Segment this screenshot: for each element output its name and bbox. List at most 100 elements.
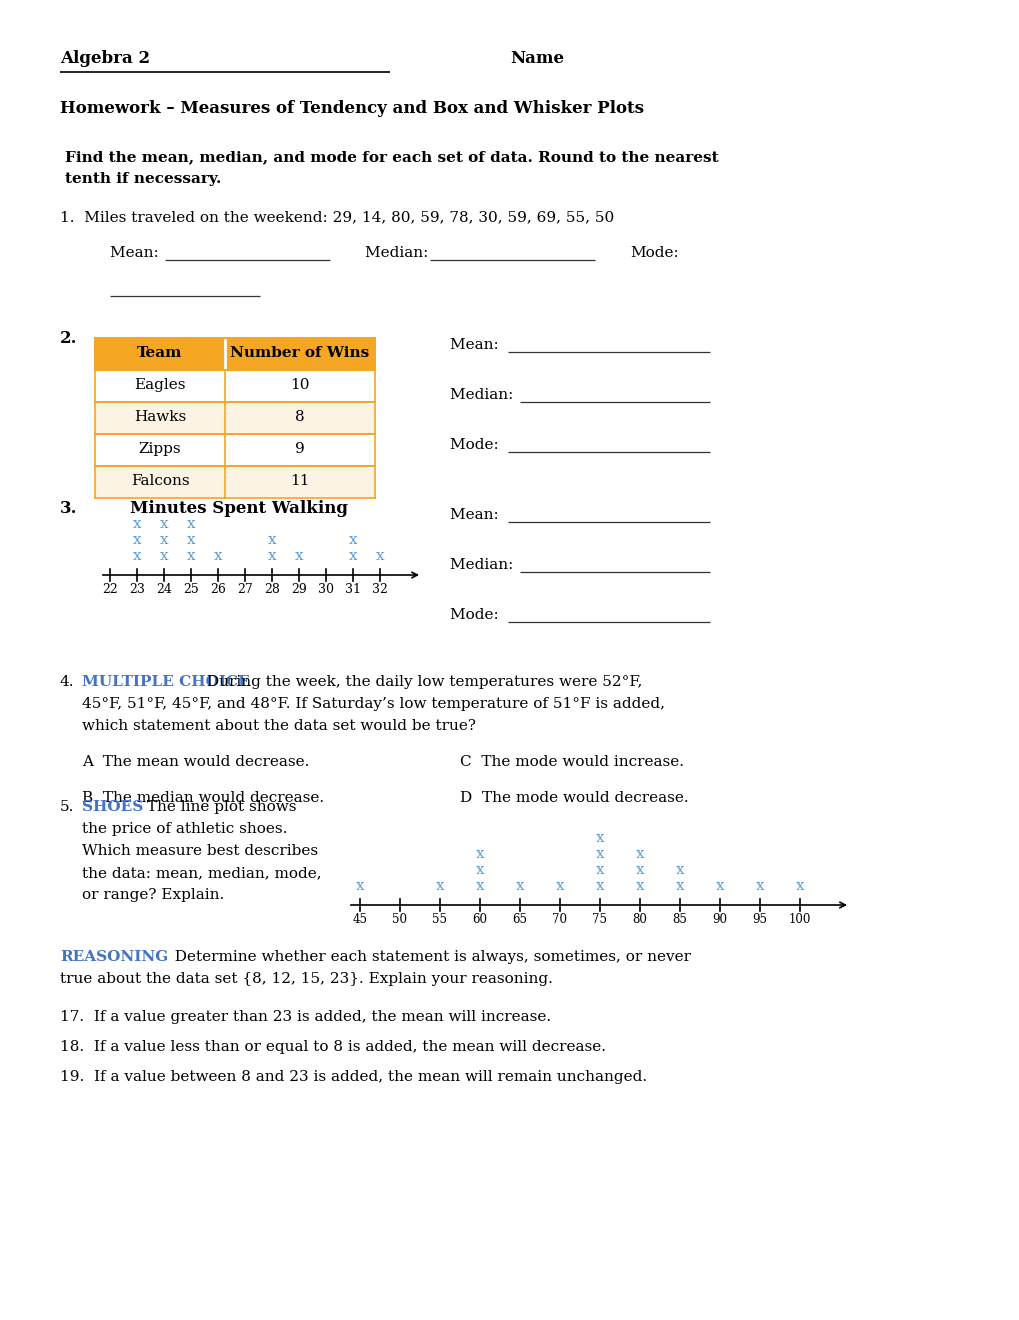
Text: Falcons: Falcons [130,474,190,488]
Text: x: x [132,517,142,531]
Text: x: x [186,533,195,546]
Text: x: x [375,549,384,564]
Text: x: x [635,879,644,894]
Text: 90: 90 [712,913,727,927]
Text: Determine whether each statement is always, sometimes, or never: Determine whether each statement is alwa… [165,950,690,964]
Text: x: x [595,863,603,876]
Text: 95: 95 [752,913,766,927]
Text: x: x [595,879,603,894]
Text: x: x [132,549,142,564]
Text: MULTIPLE CHOICE: MULTIPLE CHOICE [82,675,250,689]
Text: x: x [635,847,644,861]
Text: x: x [555,879,564,894]
Text: 70: 70 [552,913,567,927]
Text: 8: 8 [294,411,305,424]
Text: Minutes Spent Walking: Minutes Spent Walking [129,500,347,517]
Text: Hawks: Hawks [133,411,185,424]
Text: 26: 26 [210,583,226,597]
Text: x: x [475,863,484,876]
Text: 11: 11 [290,474,310,488]
Text: 27: 27 [236,583,253,597]
Text: 25: 25 [183,583,199,597]
Text: x: x [294,549,303,564]
Text: x: x [675,863,684,876]
Text: The line plot shows: The line plot shows [142,800,297,814]
Text: 85: 85 [672,913,687,927]
Text: 10: 10 [290,378,310,392]
Text: Homework – Measures of Tendency and Box and Whisker Plots: Homework – Measures of Tendency and Box … [60,100,643,117]
Text: Algebra 2: Algebra 2 [60,50,150,67]
Text: Mode:: Mode: [449,609,503,622]
Text: x: x [267,549,276,564]
Text: Mean:: Mean: [449,338,503,352]
Text: x: x [356,879,364,894]
Text: Find the mean, median, and mode for each set of data. Round to the nearest: Find the mean, median, and mode for each… [65,150,718,164]
Text: 23: 23 [129,583,145,597]
Text: 65: 65 [512,913,527,927]
Text: x: x [516,879,524,894]
Text: 100: 100 [788,913,810,927]
Text: x: x [160,517,168,531]
Text: x: x [186,517,195,531]
Text: x: x [635,863,644,876]
Bar [95,434,375,466]
Text: 32: 32 [372,583,387,597]
Text: 22: 22 [102,583,118,597]
Text: REASONING: REASONING [60,950,168,964]
Text: Mean:: Mean: [110,246,163,260]
Bar [95,403,375,434]
Text: the data: mean, median, mode,: the data: mean, median, mode, [82,866,321,880]
Text: C  The mode would increase.: C The mode would increase. [460,755,684,770]
Text: 55: 55 [432,913,447,927]
Text: Median:: Median: [449,558,518,572]
Text: 28: 28 [264,583,279,597]
Text: x: x [675,879,684,894]
Text: Mode:: Mode: [630,246,678,260]
Text: Eagles: Eagles [135,378,185,392]
Text: 30: 30 [318,583,333,597]
Text: 60: 60 [472,913,487,927]
Text: 18.  If a value less than or equal to 8 is added, the mean will decrease.: 18. If a value less than or equal to 8 i… [60,1040,605,1053]
Text: x: x [132,533,142,546]
Text: x: x [795,879,804,894]
Text: 45: 45 [353,913,367,927]
Text: x: x [267,533,276,546]
Text: 80: 80 [632,913,647,927]
Text: Median:: Median: [449,388,518,403]
Text: During the week, the daily low temperatures were 52°F,: During the week, the daily low temperatu… [202,675,642,689]
Text: B  The median would decrease.: B The median would decrease. [82,791,324,805]
Text: Median:: Median: [365,246,433,260]
Text: x: x [160,533,168,546]
Text: Which measure best describes: Which measure best describes [82,843,318,858]
Text: 2.: 2. [60,330,77,347]
Text: 9: 9 [294,442,305,455]
Text: x: x [186,549,195,564]
Text: Number of Wins: Number of Wins [230,346,369,360]
Text: Mode:: Mode: [449,438,503,451]
Text: x: x [475,879,484,894]
Text: x: x [475,847,484,861]
Text: Zipps: Zipps [139,442,181,455]
Text: 19.  If a value between 8 and 23 is added, the mean will remain unchanged.: 19. If a value between 8 and 23 is added… [60,1071,646,1084]
Text: x: x [755,879,763,894]
Text: x: x [595,847,603,861]
Text: x: x [348,549,357,564]
Text: D  The mode would decrease.: D The mode would decrease. [460,791,688,805]
Bar [95,466,375,498]
Text: x: x [595,832,603,845]
Text: Mean:: Mean: [449,508,503,521]
Bar [95,370,375,403]
Text: tenth if necessary.: tenth if necessary. [65,172,221,186]
Text: 29: 29 [290,583,307,597]
Text: x: x [435,879,444,894]
Text: 5.: 5. [60,800,74,814]
Text: 1.  Miles traveled on the weekend: 29, 14, 80, 59, 78, 30, 59, 69, 55, 50: 1. Miles traveled on the weekend: 29, 14… [60,210,613,224]
Text: the price of athletic shoes.: the price of athletic shoes. [82,822,287,836]
Text: 24: 24 [156,583,172,597]
Text: 17.  If a value greater than 23 is added, the mean will increase.: 17. If a value greater than 23 is added,… [60,1010,550,1024]
Text: SHOES: SHOES [82,800,143,814]
Text: or range? Explain.: or range? Explain. [82,888,224,902]
Text: x: x [715,879,723,894]
Text: x: x [160,549,168,564]
Bar [95,338,375,370]
